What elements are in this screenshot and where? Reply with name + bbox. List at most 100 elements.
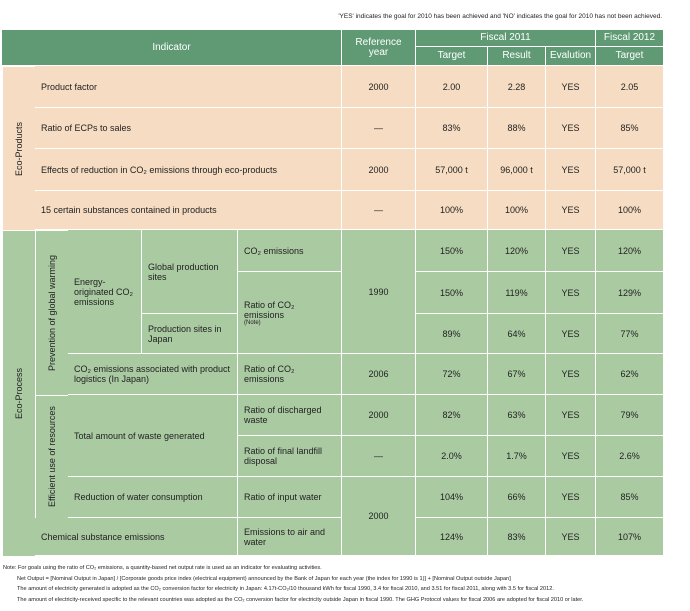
- cell-text: YES: [561, 410, 580, 420]
- cell-text: 83%: [507, 531, 526, 542]
- cell-text: Reduction of water consumption: [74, 492, 203, 502]
- group-label: Production sites in Japan: [142, 314, 238, 354]
- cell-text: Production sites in Japan: [148, 323, 222, 344]
- cell-text: YES: [561, 369, 580, 379]
- value-cell: 66%: [488, 477, 546, 518]
- top-note: 'YES' indicates the goal for 2010 has be…: [338, 13, 662, 20]
- indicator-cell: Ratio of ECPs to sales: [35, 108, 342, 149]
- cell-text: Result: [502, 50, 531, 61]
- indicator-cell: Ratio of discharged waste: [238, 395, 342, 436]
- reference-year-cell: 2000: [342, 477, 416, 556]
- header-cell: Target: [596, 47, 664, 66]
- group-label: Total amount of waste generated: [68, 395, 238, 477]
- cell-text: 100%: [617, 205, 642, 215]
- cell-text: YES: [561, 531, 580, 542]
- value-cell: 83%: [488, 518, 546, 556]
- cell-text: 85%: [620, 123, 639, 133]
- value-cell: YES: [546, 518, 596, 556]
- cell-text: 2006: [368, 369, 389, 379]
- footnote: Net Output = [Nominal Output in Japan] /…: [17, 575, 511, 582]
- reference-year-cell: —: [342, 191, 416, 230]
- footnote: The amount of electricity generated is a…: [17, 586, 554, 592]
- cell-text: 96,000 t: [500, 164, 533, 175]
- reference-year-cell: —: [342, 108, 416, 149]
- header-cell: Evalution: [546, 47, 596, 66]
- indicator-cell: CO₂ emissions: [238, 230, 342, 272]
- footnotes: Note: For goals using the ratio of CO₂ e…: [3, 563, 683, 605]
- cell-text: 88%: [507, 123, 526, 133]
- cell-text: Emissions to air and water: [244, 526, 326, 547]
- section-label: Eco-Products: [2, 66, 35, 230]
- cell-text: Fiscal 2011: [480, 32, 531, 43]
- value-cell: 62%: [596, 354, 664, 395]
- cell-text: YES: [561, 328, 580, 339]
- value-cell: 79%: [596, 395, 664, 436]
- cell-text: 104%: [439, 492, 464, 502]
- cell-text: 2000: [368, 164, 389, 175]
- cell-text: 72%: [442, 369, 461, 379]
- section-label: Eco-Process: [2, 230, 35, 556]
- cell-text: Evalution: [549, 50, 592, 61]
- value-cell: 104%: [416, 477, 488, 518]
- value-cell: 89%: [416, 314, 488, 354]
- reference-year-cell: 2000: [342, 395, 416, 436]
- value-cell: YES: [546, 108, 596, 149]
- cell-text: 63%: [507, 410, 526, 420]
- header-cell: Fiscal 2012: [596, 30, 664, 47]
- cell-text: Energy-originated CO₂ emissions: [74, 276, 134, 307]
- cell-text: —: [374, 451, 383, 461]
- cell-text: Chemical substance emissions: [41, 531, 165, 542]
- value-cell: 85%: [596, 477, 664, 518]
- value-cell: 72%: [416, 354, 488, 395]
- cell-text: 120%: [617, 245, 642, 256]
- indicator-cell: Ratio of CO₂ emissions: [238, 354, 342, 395]
- value-cell: 82%: [416, 395, 488, 436]
- value-cell: 119%: [488, 272, 546, 314]
- value-cell: YES: [546, 436, 596, 477]
- cell-text: Prevention of global warming: [47, 254, 57, 372]
- value-cell: 2.05: [596, 66, 664, 108]
- value-cell: 2.0%: [416, 436, 488, 477]
- cell-text: Ratio of CO₂ emissions: [244, 364, 295, 384]
- indicator-cell: Ratio of input water: [238, 477, 342, 518]
- cell-text: —: [374, 123, 383, 133]
- group-label: Energy-originated CO₂ emissions: [68, 230, 142, 354]
- group-label: Efficient use of resources: [35, 395, 68, 518]
- value-cell: 120%: [596, 230, 664, 272]
- indicator-cell: Product factor: [35, 66, 342, 108]
- value-cell: 67%: [488, 354, 546, 395]
- cell-text: CO₂ emissions: [244, 245, 304, 256]
- cell-text: YES: [561, 287, 580, 298]
- value-cell: 96,000 t: [488, 149, 546, 191]
- value-cell: 150%: [416, 272, 488, 314]
- value-cell: YES: [546, 477, 596, 518]
- cell-text: Product factor: [41, 81, 98, 92]
- footnote: The amount of electricity-received speci…: [17, 596, 584, 603]
- value-cell: 57,000 t: [416, 149, 488, 191]
- cell-text: Total amount of waste generated: [74, 430, 205, 441]
- cell-text: Ratio of discharged waste: [244, 405, 322, 425]
- cell-text: —: [374, 205, 383, 215]
- cell-text: 100%: [504, 205, 529, 215]
- cell-text: Fiscal 2012: [603, 32, 656, 43]
- value-cell: YES: [546, 314, 596, 354]
- cell-text: 100%: [439, 205, 464, 215]
- cell-text: YES: [561, 205, 580, 215]
- value-cell: YES: [546, 191, 596, 230]
- value-cell: 64%: [488, 314, 546, 354]
- reference-year-cell: 2000: [342, 149, 416, 191]
- header-cell: Fiscal 2011: [416, 30, 596, 47]
- value-cell: 2.00: [416, 66, 488, 108]
- cell-text: YES: [561, 451, 580, 461]
- cell-text: 64%: [507, 328, 526, 339]
- value-cell: YES: [546, 230, 596, 272]
- cell-text: 62%: [620, 369, 639, 379]
- cell-text: 2.28: [507, 81, 526, 92]
- value-cell: 150%: [416, 230, 488, 272]
- cell-text: 85%: [620, 492, 639, 502]
- cell-text: Ratio of input water: [244, 492, 322, 502]
- value-cell: 88%: [488, 108, 546, 149]
- header-cell: Result: [488, 47, 546, 66]
